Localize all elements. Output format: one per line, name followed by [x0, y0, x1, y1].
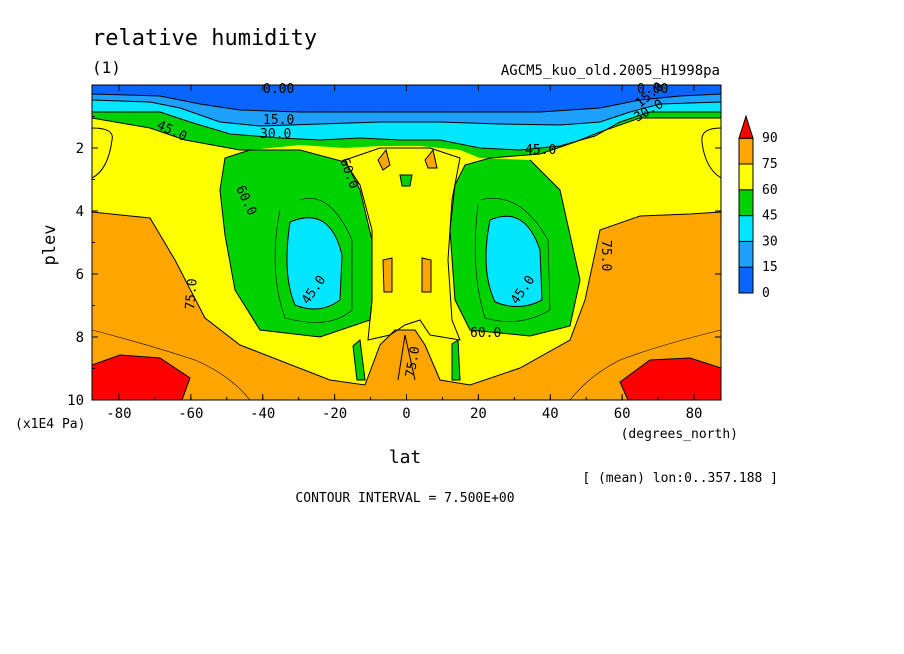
contour-interval: CONTOUR INTERVAL = 7.500E+00 — [295, 491, 514, 506]
colorbar-segment — [738, 163, 754, 191]
diamond-75-d — [421, 257, 432, 293]
y-axis: 2 4 6 8 10 — [67, 116, 721, 409]
x-tick-label: 20 — [470, 406, 487, 422]
colorbar-label: 75 — [762, 157, 778, 172]
diamond-75-c — [382, 257, 393, 293]
contour-label: 0.00 — [263, 82, 294, 97]
contour-field — [92, 85, 721, 400]
y-tick-label: 2 — [76, 141, 84, 157]
spike-45-c — [400, 175, 412, 186]
pocket-30-south — [286, 217, 342, 309]
contour-label: 60.0 — [470, 326, 501, 341]
band-90-south — [92, 355, 190, 400]
colorbar-label: 0 — [762, 286, 770, 301]
diamond-75-a — [377, 148, 391, 171]
colorbar-label: 15 — [762, 260, 778, 275]
contour-label: 30.0 — [260, 127, 291, 142]
x-tick-label: 0 — [402, 406, 410, 422]
contour-label: 45.0 — [525, 143, 556, 158]
colorbar-segment — [738, 215, 754, 242]
x-tick-label: 60 — [614, 406, 631, 422]
colorbar: 0 15 30 45 60 75 90 — [738, 114, 778, 301]
x-tick-label: 40 — [542, 406, 559, 422]
spike-75-center — [398, 335, 415, 380]
diamond-75-b — [424, 148, 438, 169]
colorbar-label: 45 — [762, 209, 778, 224]
band-0 — [92, 85, 721, 112]
panel-label: (1) — [92, 58, 121, 77]
colorbar-segment — [738, 137, 754, 165]
x-axis-title: lat — [389, 447, 422, 468]
contour-label: 15.0 — [263, 113, 294, 128]
y-tick-label: 10 — [67, 393, 84, 409]
colorbar-segment — [738, 189, 754, 217]
band-45 — [92, 85, 721, 337]
pocket-30-north — [486, 216, 542, 307]
x-axis-units: (degrees_north) — [621, 427, 738, 442]
colorbar-segment — [738, 266, 754, 294]
x-tick-label: -80 — [106, 406, 131, 422]
colorbar-label: 90 — [762, 131, 778, 146]
averaging-note: [ (mean) lon:0..357.188 ] — [582, 471, 778, 486]
y-tick-label: 8 — [76, 330, 84, 346]
x-axis: -80 -60 -40 -20 0 20 40 60 80 — [106, 85, 702, 422]
colorbar-arrow — [738, 114, 754, 139]
y-axis-units: (x1E4 Pa) — [15, 417, 85, 432]
chart-title: relative humidity — [92, 26, 317, 51]
contour-label: 75.0 — [183, 278, 201, 311]
contour-lines — [92, 93, 721, 400]
y-tick-label: 4 — [76, 204, 84, 220]
dataset-label: AGCM5_kuo_old.2005_H1998pa — [501, 63, 720, 79]
x-tick-label: -20 — [322, 406, 347, 422]
contour-label: 0.00 — [637, 82, 668, 97]
contour-label: 75.0 — [598, 240, 613, 271]
colorbar-label: 30 — [762, 234, 778, 249]
y-axis-title: plev — [40, 225, 60, 266]
y-tick-label: 6 — [76, 267, 84, 283]
x-tick-label: -60 — [178, 406, 203, 422]
band-90-north — [620, 358, 721, 400]
contour-label: 75.0 — [403, 345, 423, 378]
colorbar-label: 60 — [762, 183, 778, 198]
x-tick-label: 80 — [686, 406, 703, 422]
x-tick-label: -40 — [250, 406, 275, 422]
colorbar-segment — [738, 240, 754, 268]
